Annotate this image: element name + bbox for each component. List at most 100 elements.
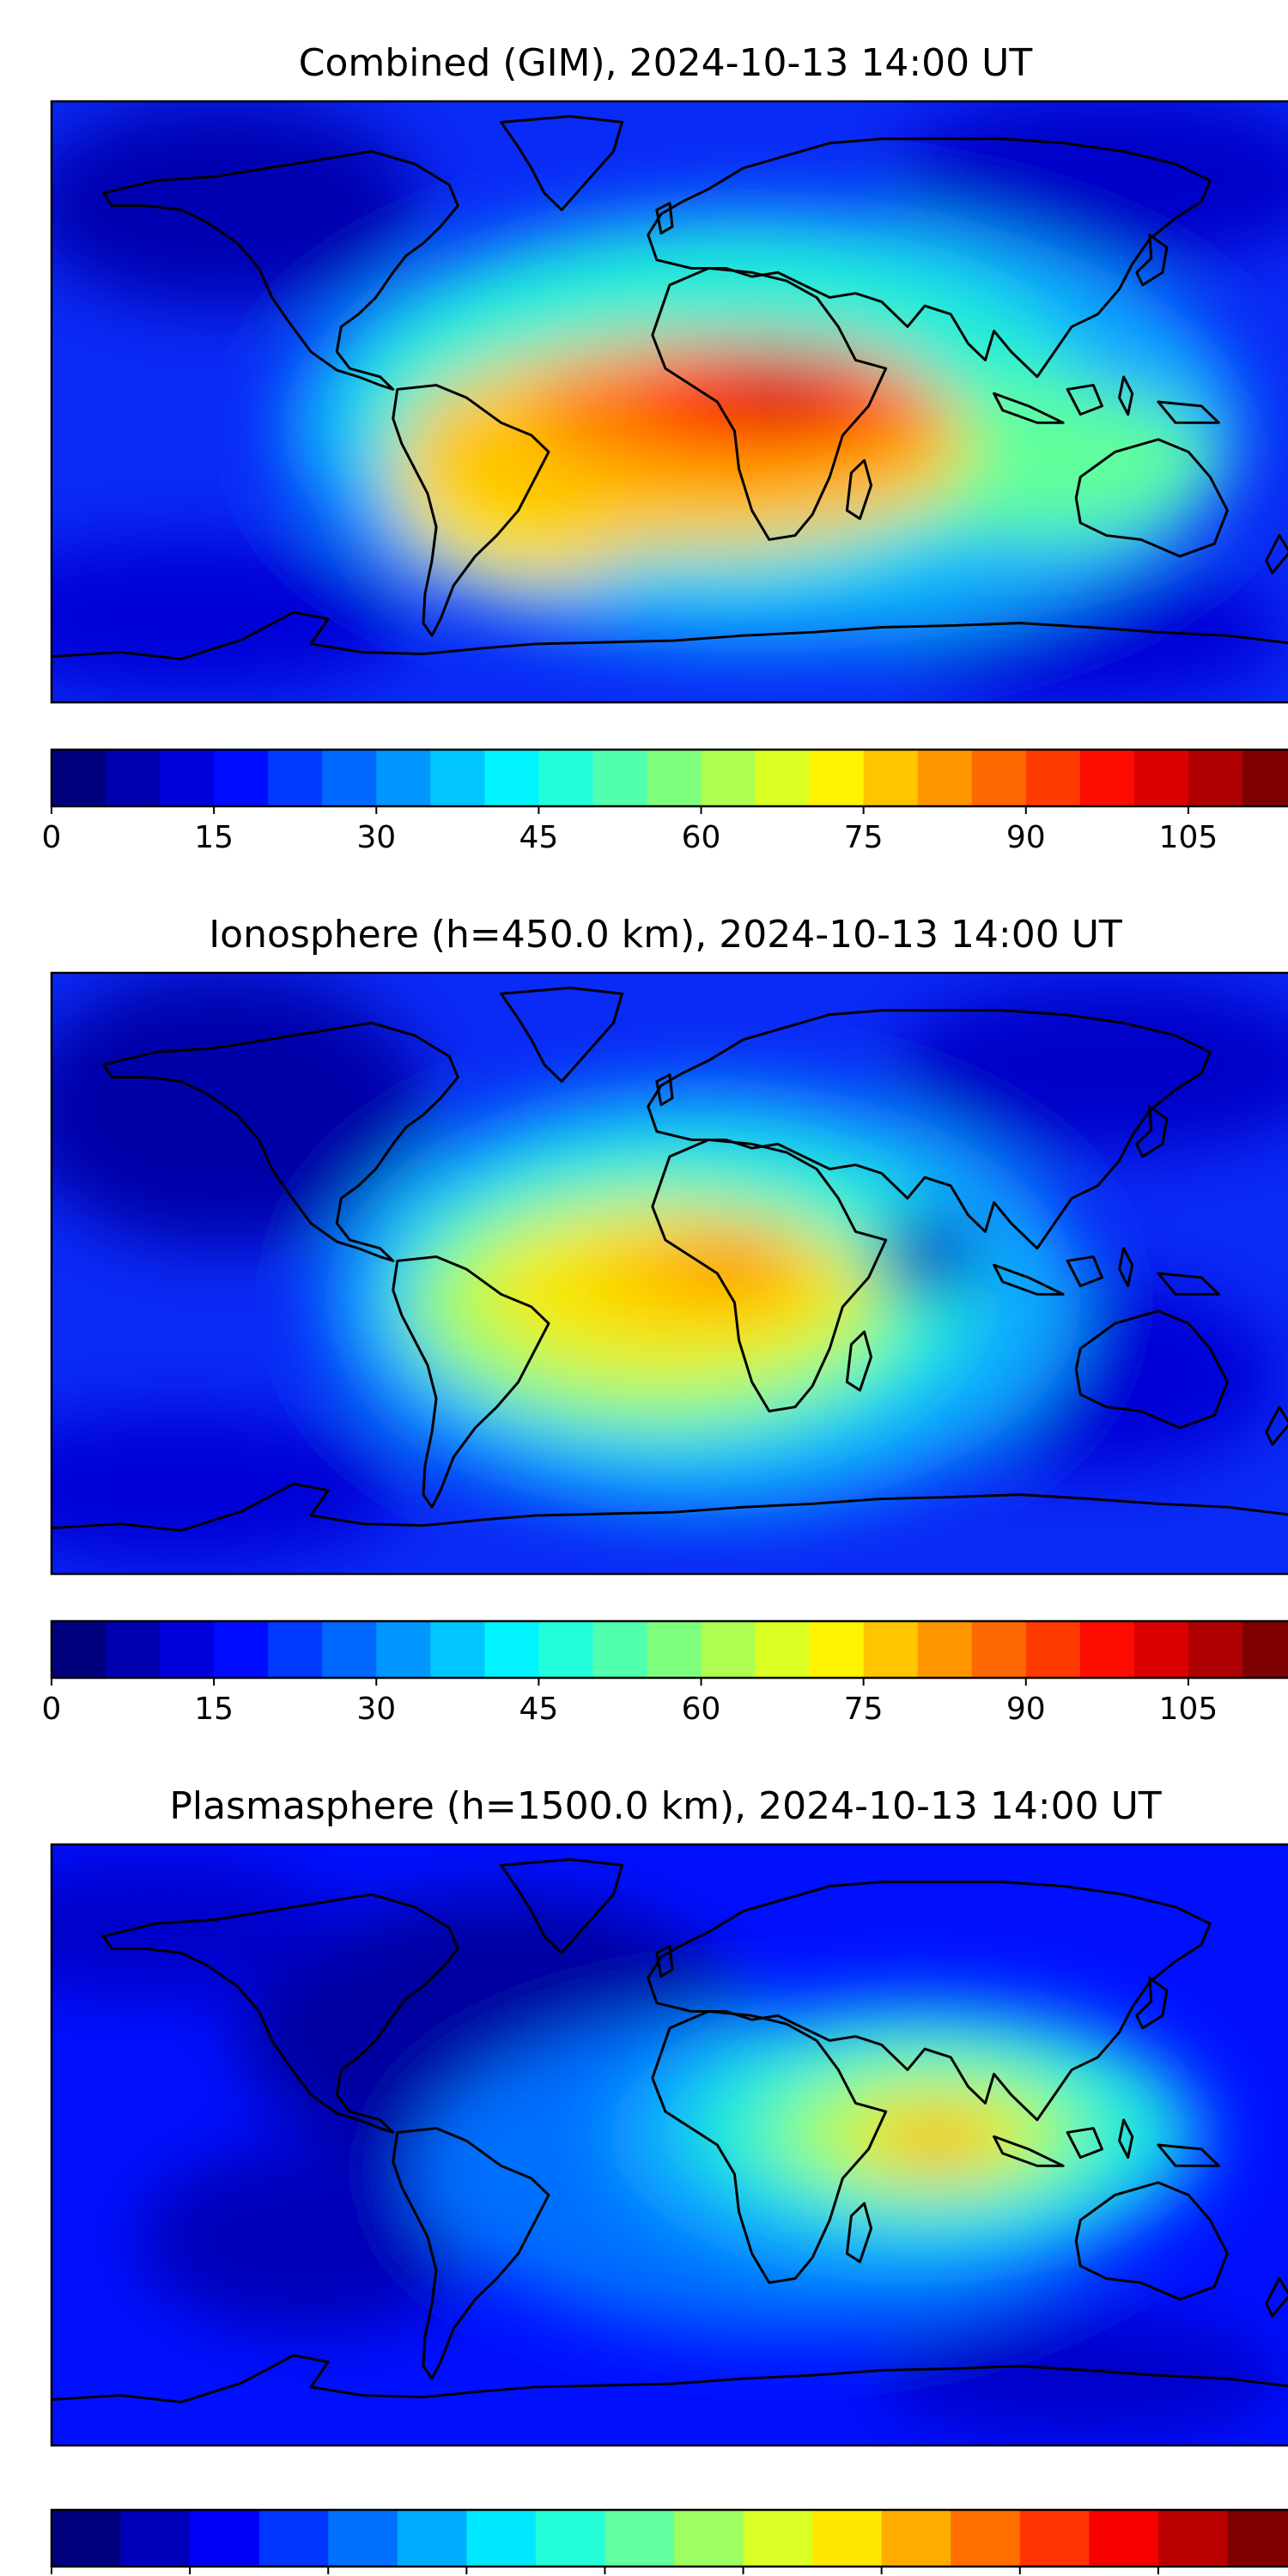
colorbar-2-tick-label: 0 (42, 1692, 62, 1727)
colorbar-1-tick-label: 75 (844, 820, 884, 855)
colorbar-2-swatch (1242, 1621, 1288, 1678)
colorbar-2-swatch (52, 1621, 106, 1678)
colorbar-3: 051015202530354045 (50, 2508, 1288, 2574)
colorbar-3-swatch (1227, 2510, 1288, 2567)
colorbar-2-swatch (268, 1621, 323, 1678)
colorbar-2-swatch (1079, 1621, 1135, 1678)
colorbar-1-swatch (52, 750, 106, 806)
colorbar-3-swatch (1157, 2510, 1229, 2567)
colorbar-1-swatch (430, 750, 485, 806)
colorbar-3-swatch (812, 2510, 883, 2567)
colorbar-3-swatch (881, 2510, 951, 2567)
panel-combined: Combined (GIM), 2024-10-13 14:00 UT (42, 41, 1288, 855)
map-1-field (52, 101, 1288, 702)
colorbar-2-swatch (376, 1621, 431, 1678)
colorbar-2-swatch (701, 1621, 756, 1678)
colorbar-2-swatch (755, 1621, 811, 1678)
colorbar-1-tick-label: 0 (42, 820, 62, 855)
colorbar-2-swatch (917, 1621, 973, 1678)
colorbar-1: 0 15 30 45 60 75 90 105 (42, 748, 1288, 855)
colorbar-1-swatch (484, 750, 539, 806)
colorbar-2-swatch (322, 1621, 377, 1678)
colorbar-1-swatch (160, 750, 215, 806)
colorbar-1-tick-label: 105 (1159, 820, 1218, 855)
colorbar-2-swatch (971, 1621, 1027, 1678)
colorbar-1-swatch (1025, 750, 1081, 806)
colorbar-3-swatch (397, 2510, 467, 2567)
colorbar-3-swatch (466, 2510, 537, 2567)
colorbar-2-tick-label: 15 (194, 1692, 234, 1727)
colorbar-2-tick-label: 45 (519, 1692, 558, 1727)
colorbar-1-swatch (268, 750, 323, 806)
colorbar-1-tick-label: 45 (519, 820, 558, 855)
colorbar-1-tick-label: 30 (356, 820, 396, 855)
colorbar-1-swatch (917, 750, 973, 806)
colorbar-2-swatch (1188, 1621, 1243, 1678)
colorbar-2: 0 15 30 45 60 75 90 105 (42, 1619, 1288, 1727)
colorbar-1-swatch (376, 750, 431, 806)
colorbar-1-swatch (1242, 750, 1288, 806)
colorbar-2-swatch (1025, 1621, 1081, 1678)
colorbar-3-swatch (743, 2510, 813, 2567)
colorbar-2-swatch (214, 1621, 269, 1678)
colorbar-3-swatch (258, 2510, 329, 2567)
colorbar-1-tick-label: 60 (682, 820, 721, 855)
colorbar-2-swatch (1133, 1621, 1189, 1678)
colorbar-1-tick-label: 15 (194, 820, 234, 855)
colorbar-1-frame (50, 748, 1288, 808)
colorbar-2-frame (50, 1619, 1288, 1680)
map-2-field (52, 973, 1288, 1565)
colorbar-2-swatch (647, 1621, 702, 1678)
colorbar-1-swatch (538, 750, 594, 806)
map-3-field (52, 1862, 1288, 2437)
colorbar-1-swatch (755, 750, 811, 806)
colorbar-2-swatch (484, 1621, 539, 1678)
colorbar-1-swatch (701, 750, 756, 806)
colorbar-3-swatch (52, 2510, 122, 2567)
colorbar-3-frame (50, 2508, 1288, 2568)
colorbar-3-swatch (120, 2510, 191, 2567)
colorbar-2-swatch (863, 1621, 919, 1678)
colorbar-1-swatch (214, 750, 269, 806)
colorbar-1-tick-label: 90 (1006, 820, 1046, 855)
colorbar-2-tick-label: 75 (844, 1692, 884, 1727)
colorbar-2-tick-label: 90 (1006, 1692, 1046, 1727)
panel-2-title: Ionosphere (h=450.0 km), 2024-10-13 14:0… (209, 913, 1122, 957)
colorbar-2-swatch (430, 1621, 485, 1678)
colorbar-1-swatch (1188, 750, 1243, 806)
colorbar-2-swatch (809, 1621, 865, 1678)
colorbar-1-swatch (971, 750, 1027, 806)
panel-3-title: Plasmasphere (h=1500.0 km), 2024-10-13 1… (169, 1784, 1161, 1828)
colorbar-2-tick-label: 105 (1159, 1692, 1218, 1727)
colorbar-1-swatch (809, 750, 865, 806)
colorbar-2-swatch (106, 1621, 161, 1678)
colorbar-1-swatch (322, 750, 377, 806)
map-3-frame (50, 1843, 1288, 2447)
colorbar-3-swatch (328, 2510, 398, 2567)
colorbar-1-swatch (1079, 750, 1135, 806)
map-1-frame (50, 100, 1288, 704)
colorbar-3-swatch (674, 2510, 744, 2567)
colorbar-1-swatch (592, 750, 648, 806)
colorbar-3-swatch (605, 2510, 675, 2567)
colorbar-3-swatch (1019, 2510, 1090, 2567)
map-1 (50, 100, 1288, 704)
colorbar-2-swatch (592, 1621, 648, 1678)
map-2-frame (50, 971, 1288, 1576)
colorbar-1-swatch (1133, 750, 1189, 806)
colorbar-2-tick-label: 60 (682, 1692, 721, 1727)
colorbar-3-swatch (535, 2510, 606, 2567)
colorbar-2-tick-label: 30 (356, 1692, 396, 1727)
colorbar-1-swatch (647, 750, 702, 806)
colorbar-3-swatch (951, 2510, 1021, 2567)
colorbar-2-swatch (160, 1621, 215, 1678)
colorbar-3-swatch (1089, 2510, 1159, 2567)
panel-1-title: Combined (GIM), 2024-10-13 14:00 UT (299, 41, 1033, 85)
map-3 (50, 1843, 1288, 2447)
map-2 (50, 971, 1288, 1576)
colorbar-1-swatch (106, 750, 161, 806)
colorbar-2-swatch (538, 1621, 594, 1678)
colorbar-3-swatch (190, 2510, 260, 2567)
panel-ionosphere: Ionosphere (h=450.0 km), 2024-10-13 14:0… (42, 913, 1288, 1727)
